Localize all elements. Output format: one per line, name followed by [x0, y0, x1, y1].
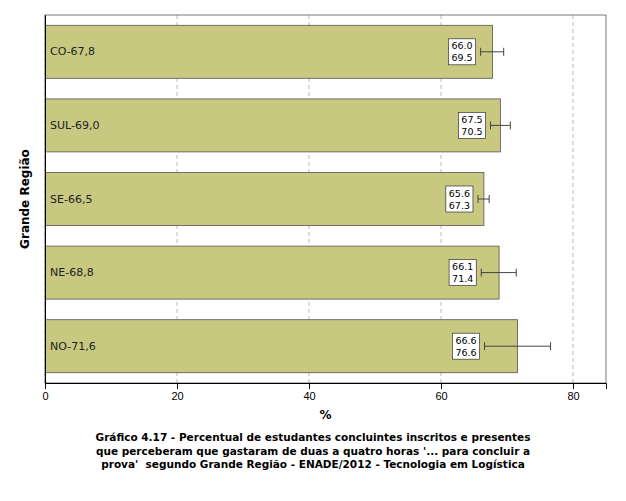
title-line: prova' segundo Grande Região - ENADE/201…: [101, 458, 525, 470]
annotation-box-frame: [449, 260, 476, 286]
bar: [45, 320, 518, 373]
chart: 0 20 40 60 80 NO-71,6 NE-68,8 SE-66,5 SUL-69,0 CO…: [0, 0, 626, 501]
error-bar-line: [478, 199, 489, 200]
error-bar-cap: [477, 195, 478, 203]
annotation-text: 67.3: [449, 200, 470, 211]
x-tick: 60: [435, 383, 447, 402]
annotation-text: 66.0: [451, 40, 472, 51]
annotation-box-frame: [452, 333, 479, 359]
error-bar-line: [481, 272, 516, 273]
annotation-text: 67.5: [461, 114, 482, 125]
error-bar-cap: [484, 342, 485, 350]
title-line: que perceberam que gastaram de duas a qu…: [96, 445, 530, 457]
error-bar-line: [485, 346, 551, 347]
x-tick-label: 20: [171, 390, 183, 402]
x-tick-label: 60: [435, 390, 447, 402]
title-line: Gráfico 4.17 - Percentual de estudantes …: [96, 431, 531, 443]
x-tick-mark: [177, 383, 178, 389]
error-bar-cap: [490, 121, 491, 129]
annotation-text: 66.1: [452, 261, 473, 272]
error-bar-cap: [550, 342, 551, 350]
x-tick-mark: [573, 383, 574, 389]
annotation-text: 65.6: [449, 188, 470, 199]
x-tick-label: 80: [567, 390, 579, 402]
x-tick-label: 0: [42, 390, 48, 402]
grid: [45, 15, 573, 383]
annotation-text: 69.5: [451, 52, 472, 63]
error-bar-cap: [480, 48, 481, 56]
x-tick-label: 40: [303, 390, 315, 402]
annotation-text: 76.6: [455, 347, 476, 358]
marks: [45, 25, 551, 372]
plot-frame: [45, 15, 606, 383]
y-axis-title: Grande Região: [18, 149, 32, 249]
grid-line: [573, 15, 574, 383]
bar: [45, 25, 492, 78]
annotation-box: 66.069.5: [448, 39, 475, 65]
x-tick-mark: [45, 383, 46, 389]
data-label: SE-66,5: [50, 193, 92, 206]
data-label: NO-71,6: [50, 340, 96, 353]
error-bar-cap: [510, 121, 511, 129]
x-tick: 40: [303, 383, 315, 402]
x-tick: 80: [567, 383, 579, 402]
x-tick: 20: [171, 383, 183, 402]
annotation-text: 66.6: [455, 335, 476, 346]
annotations: 66.676.6 66.171.4 65.667.3 67.570.5 66.069.5: [446, 39, 486, 359]
x-tick: 0: [42, 383, 48, 402]
error-bar-cap: [516, 269, 517, 277]
error-bar: [491, 121, 511, 129]
error-bar-cap: [503, 48, 504, 56]
error-bar-line: [481, 51, 504, 52]
error-bar: [478, 195, 489, 203]
annotation-box: 66.676.6: [452, 333, 479, 359]
annotation-box-frame: [446, 186, 473, 212]
annotation-text: 70.5: [461, 126, 482, 137]
title: Gráfico 4.17 - Percentual de estudantes …: [96, 431, 531, 470]
data-label: SUL-69,0: [50, 119, 99, 132]
y-axis-line: [45, 16, 46, 384]
x-tick-mark: [441, 383, 442, 389]
error-bar-line: [491, 125, 511, 126]
x-axis-title: %: [319, 408, 331, 422]
data-labels: NO-71,6 NE-68,8 SE-66,5 SUL-69,0 CO-67,8: [50, 45, 99, 352]
plot: 0 20 40 60 80 NO-71,6 NE-68,8 SE-66,5 SUL-69,0 CO…: [42, 15, 606, 402]
annotation-box: 66.171.4: [449, 260, 476, 286]
annotation-text: 71.4: [452, 273, 473, 284]
annotation-box-frame: [448, 39, 475, 65]
x-axis: 0 20 40 60 80: [42, 383, 606, 402]
error-bar: [485, 342, 551, 350]
annotation-box-frame: [458, 112, 485, 138]
x-axis-line: [46, 384, 607, 390]
annotation-box: 65.667.3: [446, 186, 473, 212]
error-bar: [481, 48, 504, 56]
bar: [45, 99, 500, 152]
bar: [45, 246, 499, 299]
error-bar: [481, 269, 516, 277]
annotation-box: 67.570.5: [458, 112, 485, 138]
data-label: CO-67,8: [50, 45, 95, 58]
data-label: NE-68,8: [50, 266, 94, 279]
y-axis: [45, 16, 47, 384]
error-bar-cap: [489, 195, 490, 203]
x-tick-mark: [309, 383, 310, 389]
error-bar-cap: [481, 269, 482, 277]
bar: [45, 173, 484, 226]
